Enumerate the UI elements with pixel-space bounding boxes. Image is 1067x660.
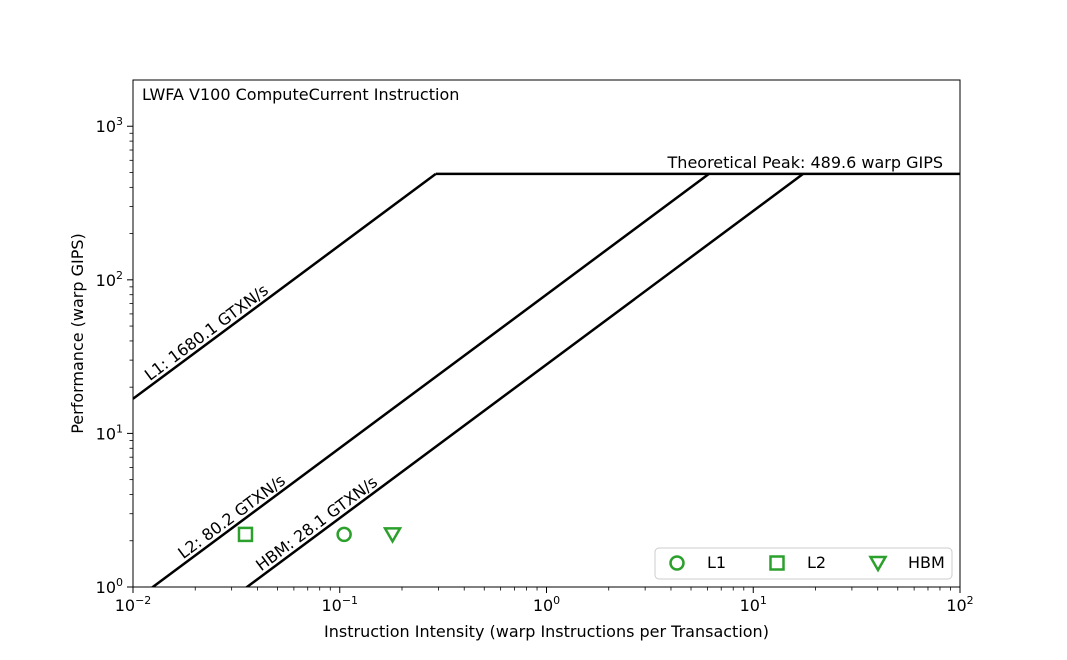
roofline-hbm (244, 172, 804, 587)
roofline-l2 (150, 172, 710, 587)
data-point-hbm (382, 527, 403, 544)
legend: L1 L2 HBM (654, 547, 953, 580)
legend-label-l2: L2 (807, 553, 826, 572)
plot-area (133, 80, 960, 587)
chart-title: LWFA V100 ComputeCurrent Instruction (142, 85, 459, 104)
legend-marker-l2 (769, 555, 785, 571)
data-point-l1 (336, 526, 352, 543)
roofline-l1 (133, 172, 437, 400)
x-tick-label: 101 (740, 594, 767, 615)
y-tick-label: 101 (96, 422, 123, 443)
legend-marker-hbm (868, 555, 888, 573)
peak-label: Theoretical Peak: 489.6 warp GIPS (667, 153, 943, 172)
y-tick-label: 103 (96, 115, 123, 136)
legend-marker-l1 (669, 555, 685, 571)
legend-label-l1: L1 (707, 553, 726, 572)
y-axis-label: Performance (warp GIPS) (68, 233, 87, 434)
y-tick-label: 100 (96, 576, 123, 597)
x-tick-label: 10−2 (115, 594, 152, 615)
x-tick-label: 10−1 (321, 594, 358, 615)
legend-label-hbm: HBM (908, 553, 945, 572)
y-tick-label: 102 (96, 269, 123, 290)
data-point-l2 (237, 526, 254, 543)
x-tick-label: 100 (533, 594, 560, 615)
x-axis-label: Instruction Intensity (warp Instructions… (324, 622, 769, 641)
x-tick-label: 102 (946, 594, 973, 615)
